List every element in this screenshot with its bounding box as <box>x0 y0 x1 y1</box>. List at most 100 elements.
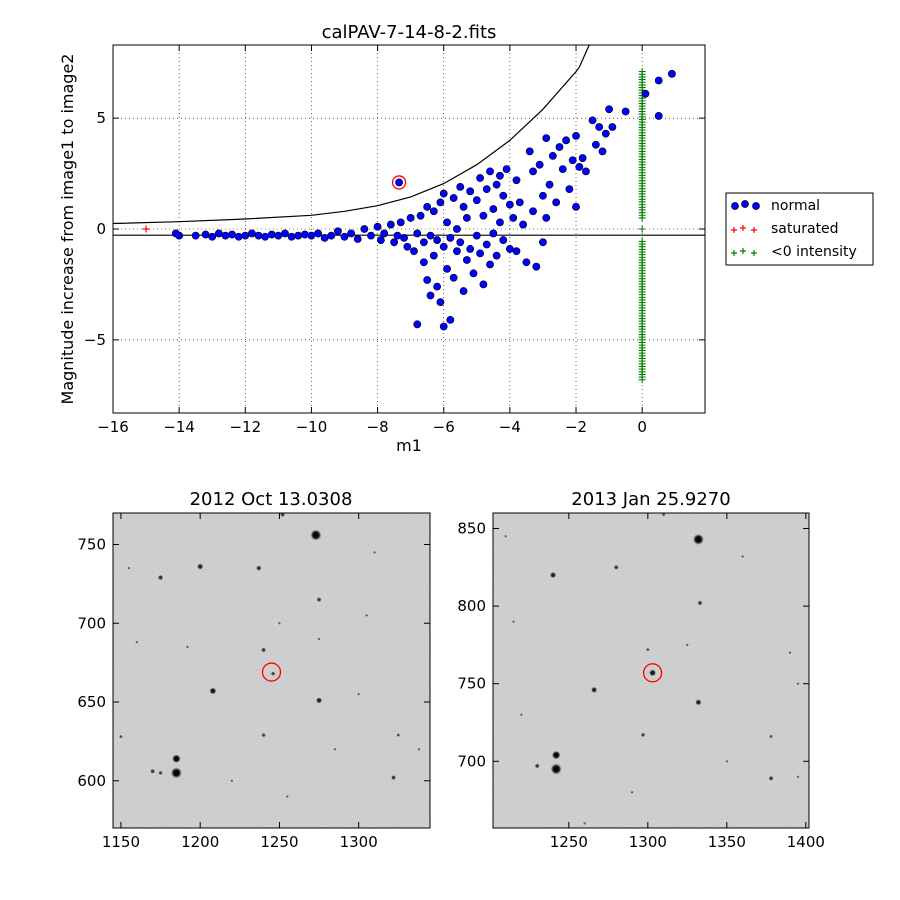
star <box>170 767 183 779</box>
point-normal <box>360 225 369 233</box>
point-normal <box>314 229 322 238</box>
point-normal <box>453 247 461 256</box>
star <box>157 574 164 581</box>
star <box>697 600 703 606</box>
star <box>310 529 322 541</box>
x-tick-label: −10 <box>296 418 328 436</box>
x-tick-label: 1300 <box>340 833 378 851</box>
point-normal <box>522 258 531 267</box>
point-normal <box>591 140 600 149</box>
point-normal <box>565 185 574 193</box>
point-normal <box>535 160 544 169</box>
point-normal <box>294 231 303 240</box>
point-normal <box>512 247 521 256</box>
y-tick-label: 750 <box>457 675 486 693</box>
point-normal <box>529 207 537 216</box>
point-normal <box>568 156 577 165</box>
point-normal <box>307 231 316 240</box>
point-normal <box>608 123 617 131</box>
star <box>172 754 181 764</box>
point-normal <box>492 251 501 260</box>
x-tick-label: −8 <box>367 418 389 436</box>
point-normal <box>449 194 458 202</box>
star <box>504 534 508 538</box>
star <box>645 647 650 652</box>
y-tick-label: 600 <box>77 772 106 790</box>
point-normal <box>482 185 491 193</box>
star <box>649 669 657 677</box>
point-normal <box>621 107 630 116</box>
point-normal <box>486 260 494 269</box>
star <box>685 643 689 647</box>
point-normal <box>201 230 210 239</box>
star <box>613 564 619 570</box>
star <box>725 759 729 763</box>
x-tick-label: 1400 <box>787 833 825 851</box>
point-negative-intensity <box>638 237 646 245</box>
star <box>391 775 397 781</box>
image-panel-2-frame <box>492 512 810 829</box>
x-tick-label: −12 <box>229 418 261 436</box>
image-panel-1-frame <box>112 512 431 829</box>
star <box>640 732 646 738</box>
chart-title: calPAV-7-14-8-2.fits <box>322 22 497 43</box>
star <box>270 671 276 676</box>
point-normal <box>598 147 607 156</box>
point-normal <box>287 232 296 241</box>
star <box>695 699 702 706</box>
point-normal <box>393 231 402 240</box>
star <box>590 686 598 694</box>
star <box>741 554 745 558</box>
point-normal <box>426 291 435 300</box>
x-tick-label: −16 <box>97 418 129 436</box>
upper-threshold-curve <box>113 45 590 225</box>
star <box>512 620 516 624</box>
star <box>280 513 286 518</box>
point-normal <box>496 171 504 180</box>
y-tick-label: 800 <box>457 597 486 615</box>
point-normal <box>228 230 236 239</box>
star <box>209 687 217 695</box>
point-normal <box>449 273 458 282</box>
point-normal <box>476 174 485 182</box>
point-normal <box>505 245 514 253</box>
point-normal <box>353 235 362 243</box>
star <box>150 768 156 774</box>
legend-marker-normal <box>731 200 760 210</box>
image-panel-1-noise <box>113 513 430 828</box>
image-panel-2: 2013 Jan 25.9270 1250 1300 1350 1400 700 750 8… <box>457 489 825 851</box>
image-panel-1-stars <box>119 513 421 798</box>
star <box>661 513 666 517</box>
star <box>768 775 774 781</box>
scatter-chart: calPAV-7-14-8-2.fits −16 −14 −12 −10 −8 −6 −4−… <box>58 22 874 455</box>
point-normal <box>459 287 468 295</box>
legend-box <box>725 192 874 266</box>
point-normal <box>274 231 283 240</box>
point-normal <box>479 211 488 220</box>
star <box>534 763 540 769</box>
point-normal <box>340 232 349 241</box>
point-normal <box>479 280 488 289</box>
x-tick-label: −4 <box>499 418 521 436</box>
star <box>277 621 281 625</box>
star <box>197 563 204 570</box>
point-normal <box>489 205 498 213</box>
x-tick-label: −6 <box>433 418 455 436</box>
image-panel-1-ticks: 1150 1200 1250 1300 600 650 700 750 <box>77 513 430 851</box>
point-normal <box>373 222 382 231</box>
point-normal <box>588 116 597 125</box>
point-normal <box>436 298 445 307</box>
star <box>365 613 369 617</box>
star <box>630 790 634 794</box>
point-normal <box>433 236 442 244</box>
point-normal <box>515 198 524 207</box>
x-tick-label: 1250 <box>260 833 298 851</box>
y-tick-label: 750 <box>77 536 106 554</box>
point-normal <box>221 231 230 240</box>
star <box>230 779 234 783</box>
point-normal <box>539 238 547 247</box>
highlight-circle <box>391 175 407 190</box>
star <box>788 651 792 655</box>
point-normal <box>562 136 570 145</box>
